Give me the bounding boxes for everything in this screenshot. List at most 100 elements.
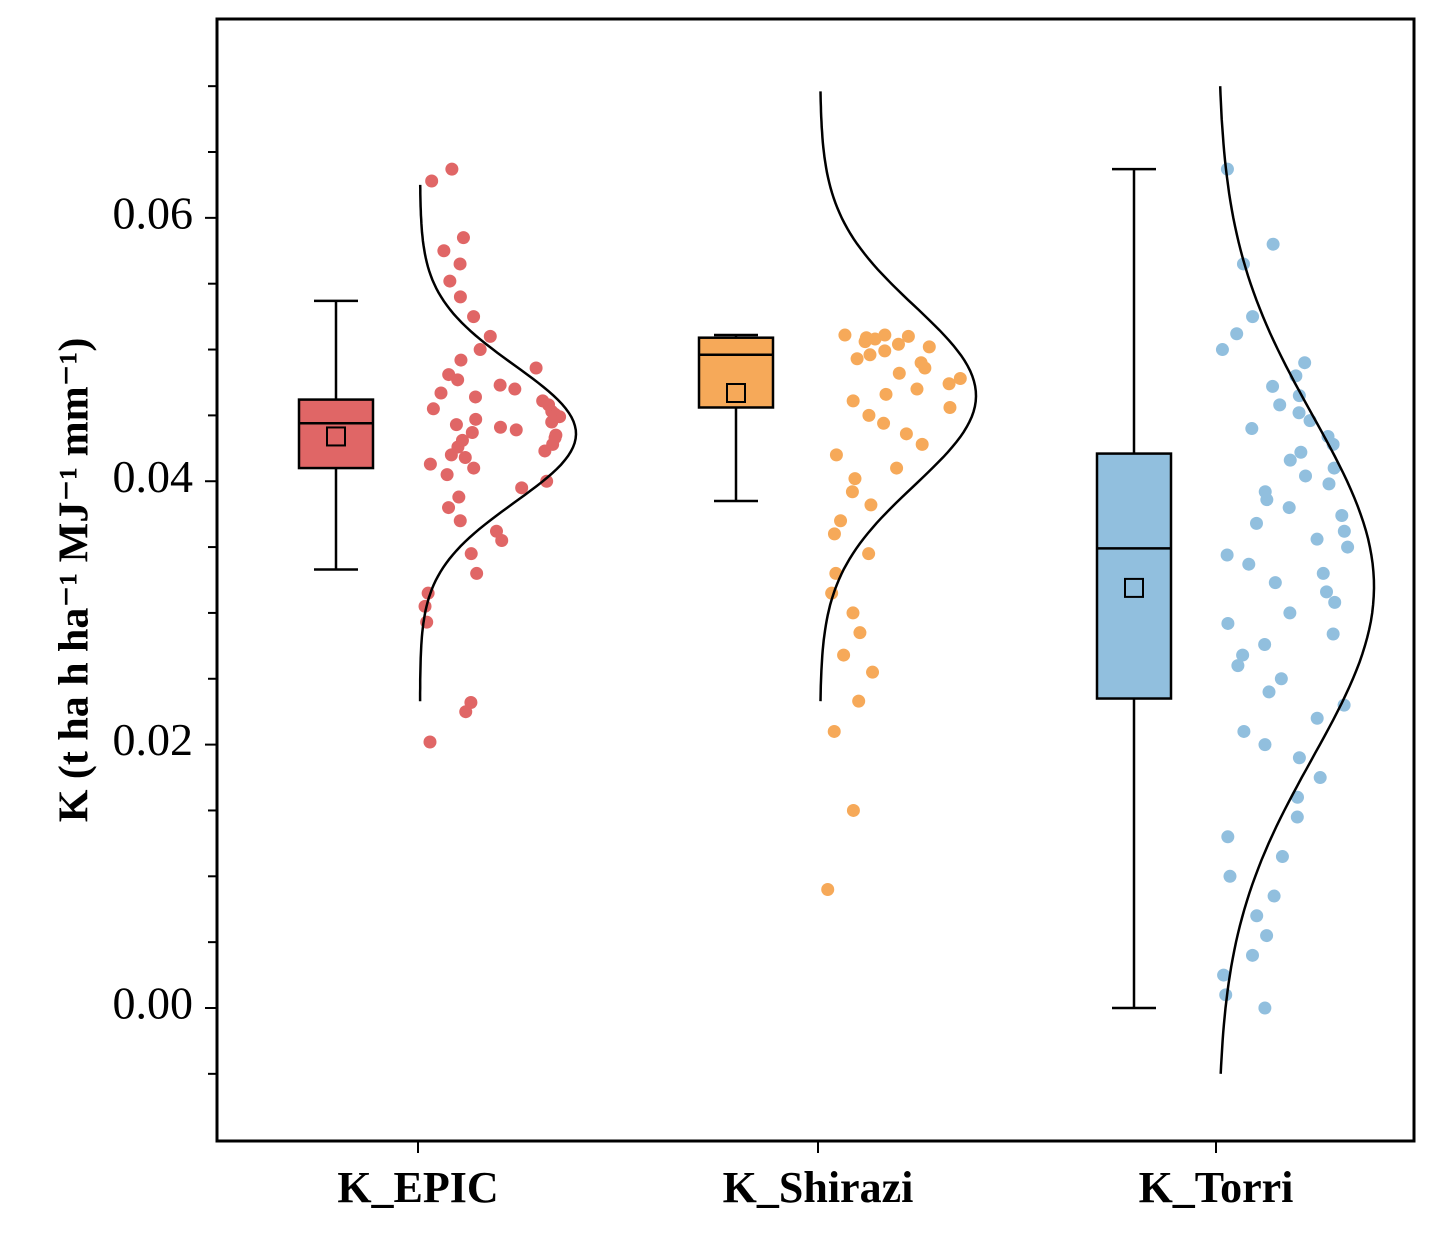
data-point xyxy=(455,433,469,447)
data-point xyxy=(453,257,467,271)
data-point xyxy=(454,353,468,367)
data-point xyxy=(915,437,929,451)
data-point xyxy=(879,387,893,401)
data-point xyxy=(1258,1001,1272,1015)
data-point xyxy=(1299,469,1313,483)
data-point xyxy=(1268,576,1282,590)
mean-marker xyxy=(726,383,746,403)
data-point xyxy=(890,461,904,475)
box-iqr xyxy=(697,336,775,409)
data-point xyxy=(863,348,877,362)
data-point xyxy=(943,400,957,414)
data-point xyxy=(846,394,860,408)
data-point xyxy=(1320,585,1334,599)
data-point xyxy=(901,329,915,343)
x-category-label: K_EPIC xyxy=(337,1163,498,1212)
data-point xyxy=(1326,627,1340,641)
data-point xyxy=(827,527,841,541)
data-point xyxy=(469,412,483,426)
data-point xyxy=(1316,566,1330,580)
data-point xyxy=(483,329,497,343)
data-point xyxy=(852,694,866,708)
y-tick-label: 0.06 xyxy=(113,187,194,238)
data-point xyxy=(458,451,472,465)
data-point xyxy=(453,290,467,304)
data-point xyxy=(846,803,860,817)
data-point xyxy=(493,378,507,392)
y-tick-label: 0.04 xyxy=(113,451,194,502)
data-point xyxy=(540,474,554,488)
data-point xyxy=(891,337,905,351)
data-point xyxy=(1249,516,1263,530)
data-point xyxy=(1237,724,1251,738)
data-point xyxy=(493,420,507,434)
data-point xyxy=(862,408,876,422)
group-K_Torri xyxy=(1095,86,1376,1074)
data-point xyxy=(509,423,523,437)
plot-frame xyxy=(215,17,1416,1143)
data-point xyxy=(1282,501,1296,515)
data-point xyxy=(922,340,936,354)
data-point xyxy=(866,665,880,679)
data-point xyxy=(877,416,891,430)
data-point xyxy=(837,648,851,662)
data-point xyxy=(862,547,876,561)
data-point xyxy=(1230,327,1244,341)
plot-area xyxy=(297,86,1376,1074)
data-point xyxy=(1245,948,1259,962)
data-point xyxy=(1221,830,1235,844)
mean-marker xyxy=(1124,577,1144,598)
data-point xyxy=(850,352,864,366)
data-point xyxy=(1337,524,1351,538)
x-category-label: K_Shirazi xyxy=(723,1163,914,1212)
data-point xyxy=(1267,889,1281,903)
data-point xyxy=(549,428,563,442)
data-point xyxy=(892,366,906,380)
data-point xyxy=(910,382,924,396)
data-point xyxy=(468,390,482,404)
data-point xyxy=(1246,310,1260,324)
data-point xyxy=(1335,508,1349,522)
data-point xyxy=(426,402,440,416)
y-tick-label: 0.02 xyxy=(113,714,194,765)
data-point xyxy=(1260,929,1274,943)
data-point xyxy=(1262,685,1276,699)
data-point xyxy=(423,735,437,749)
data-point xyxy=(1250,909,1264,923)
data-point xyxy=(1242,557,1256,571)
data-point xyxy=(1236,648,1250,662)
data-point xyxy=(1220,162,1234,176)
x-axis: K_EPIC K_Shirazi K_Torri xyxy=(337,1141,1293,1212)
data-point xyxy=(878,344,892,358)
data-point xyxy=(827,724,841,738)
y-tick-label: 0.00 xyxy=(113,978,194,1029)
data-point xyxy=(1313,771,1327,785)
data-point xyxy=(848,472,862,486)
data-point xyxy=(449,418,463,432)
group-K_Shirazi xyxy=(697,91,978,896)
data-point xyxy=(899,427,913,441)
data-point xyxy=(1290,810,1304,824)
data-point xyxy=(465,426,479,440)
mean-marker xyxy=(326,426,346,447)
data-point xyxy=(942,377,956,391)
data-point xyxy=(853,626,867,640)
data-point xyxy=(529,361,543,375)
data-point xyxy=(489,524,503,538)
data-point xyxy=(440,468,454,482)
x-category-label: K_Torri xyxy=(1139,1163,1294,1212)
data-point xyxy=(1274,672,1288,686)
data-point xyxy=(1310,532,1324,546)
box-iqr xyxy=(297,398,375,470)
data-point xyxy=(1258,738,1272,752)
data-point xyxy=(473,343,487,357)
data-point xyxy=(834,514,848,528)
data-point xyxy=(442,501,456,515)
data-point xyxy=(1327,461,1341,475)
data-point xyxy=(1337,698,1351,712)
data-point xyxy=(443,274,457,288)
data-point xyxy=(442,368,456,382)
data-point xyxy=(437,244,451,258)
data-point xyxy=(470,566,484,580)
